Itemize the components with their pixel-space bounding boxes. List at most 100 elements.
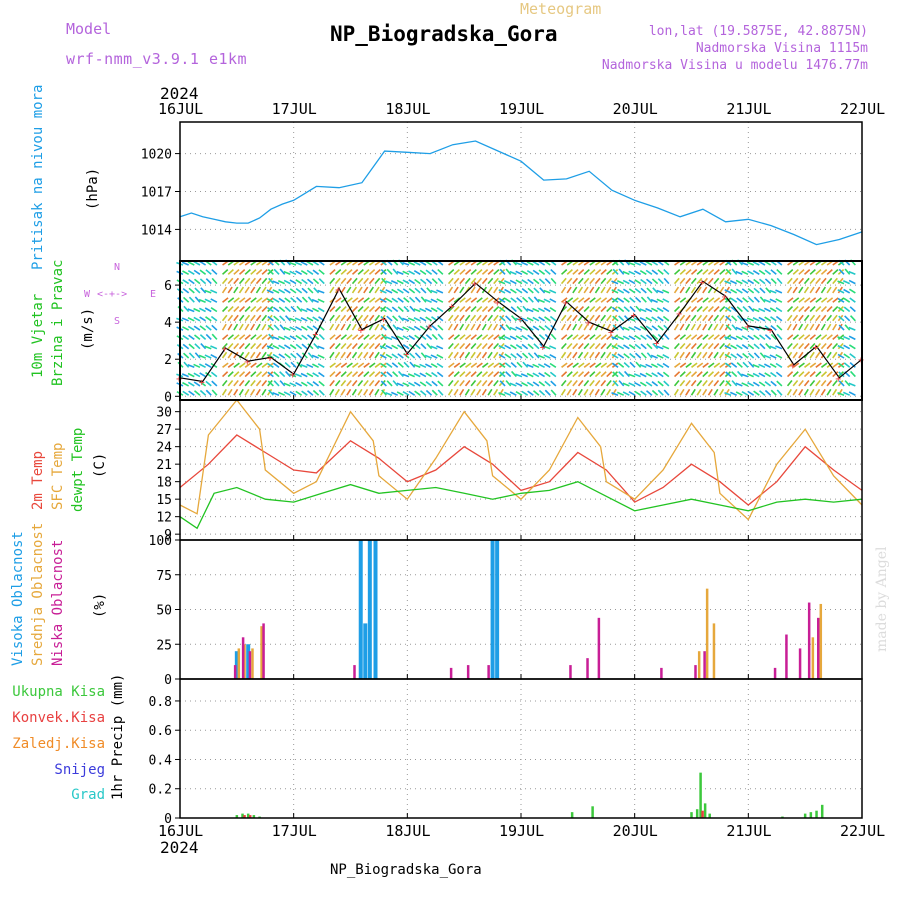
wind-arrow [611, 388, 617, 396]
wind-arrow [640, 343, 647, 350]
wind-arrow [679, 297, 687, 303]
wind-arrow [261, 314, 268, 322]
wind-point: + [199, 377, 205, 388]
wind-arrow [611, 336, 619, 341]
wind-arrow [307, 287, 314, 294]
wind-arrow [255, 305, 262, 313]
wind-arrow [798, 323, 804, 331]
wind-arrow [742, 297, 749, 303]
wind-arrow [476, 379, 482, 387]
wind-arrow [764, 334, 772, 340]
wind-arrow [550, 389, 557, 396]
wind-arrow [187, 372, 195, 378]
wind-arrow [623, 370, 630, 378]
wind-arrow [283, 270, 291, 276]
wind-arrow [696, 297, 704, 303]
wind-arrow [820, 269, 828, 275]
wind-arrow [544, 278, 551, 285]
wind-arrow [318, 380, 325, 387]
wind-arrow [713, 305, 720, 313]
wind-arrow [583, 314, 590, 322]
wind-arrow [544, 389, 551, 396]
wind-arrow [549, 362, 557, 368]
wind-arrow [538, 381, 546, 387]
wind-arrow [425, 372, 433, 378]
wind-arrow [317, 298, 325, 303]
wind-arrow [600, 297, 608, 303]
wind-arrow [199, 316, 207, 322]
wind-arrow [368, 305, 375, 313]
wind-arrow [550, 277, 557, 285]
wind-arrow [691, 362, 698, 368]
wind-arrow [792, 314, 799, 322]
wind-arrow [408, 279, 416, 285]
wind-arrow [538, 372, 546, 378]
wind-arrow [707, 286, 714, 294]
wind-arrow [357, 305, 364, 313]
wind-arrow [317, 345, 325, 350]
wind-arrow [199, 389, 207, 396]
wind-arrow [227, 314, 234, 322]
wind-arrow [283, 382, 291, 387]
wind-arrow [826, 342, 833, 350]
y-tick-label: 9 [164, 528, 172, 543]
wind-arrow [832, 388, 838, 396]
wind-arrow [589, 362, 596, 368]
wind-arrow [838, 324, 845, 331]
wind-arrow [543, 345, 551, 350]
wind-arrow [679, 269, 686, 275]
wind-arrow [420, 287, 427, 294]
wind-arrow [594, 277, 601, 285]
wind-arrow [583, 305, 590, 313]
wind-arrow [476, 297, 483, 303]
wind-arrow [741, 391, 749, 396]
wind-arrow [702, 277, 708, 285]
wind-arrow [391, 297, 399, 303]
wind-arrow [255, 297, 263, 303]
day-label: 18JUL [385, 100, 431, 118]
wind-point: + [494, 298, 500, 309]
wind-arrow [318, 333, 325, 340]
station-title: NP_Biogradska_Gora [330, 22, 558, 46]
wind-arrow [577, 342, 584, 350]
wind-arrow [487, 286, 493, 294]
wind-arrow [481, 351, 488, 359]
wind-arrow [538, 325, 546, 331]
wind-arrow [594, 305, 601, 313]
y-tick-label: 6 [164, 279, 172, 294]
wind-arrow [504, 362, 512, 368]
wind-arrow [747, 352, 755, 359]
day-label: 22JUL [840, 822, 886, 840]
day-label: 16JUL [158, 100, 204, 118]
wind-arrow [583, 334, 590, 341]
wind-arrow [250, 371, 257, 378]
wind-arrow [503, 335, 512, 341]
wind-arrow [193, 372, 201, 378]
wind-arrow [244, 351, 250, 359]
wind-arrow [244, 342, 251, 350]
wind-arrow [798, 371, 805, 378]
wind-arrow [820, 362, 828, 368]
wind-arrow [843, 353, 851, 359]
wind-arrow [447, 388, 453, 396]
wind-arrow [244, 323, 250, 331]
wind-arrow [386, 315, 393, 322]
bar-visoka-oblacnost [363, 623, 368, 679]
wind-arrow [498, 334, 506, 341]
wind-arrow [289, 288, 297, 294]
wind-arrow [295, 390, 303, 396]
wind-arrow [606, 379, 612, 387]
wind-arrow [476, 269, 483, 275]
wind-arrow [838, 380, 845, 387]
wind-arrow [261, 334, 268, 341]
wind-arrow [307, 390, 314, 396]
wind-arrow [261, 342, 268, 350]
wind-arrow [312, 325, 320, 331]
wind-arrow [691, 297, 698, 303]
wind-arrow [837, 362, 845, 368]
wind-arrow [572, 334, 579, 341]
wind-arrow [346, 314, 352, 322]
wind-arrow [685, 351, 691, 359]
y-tick-label: 24 [156, 441, 172, 456]
